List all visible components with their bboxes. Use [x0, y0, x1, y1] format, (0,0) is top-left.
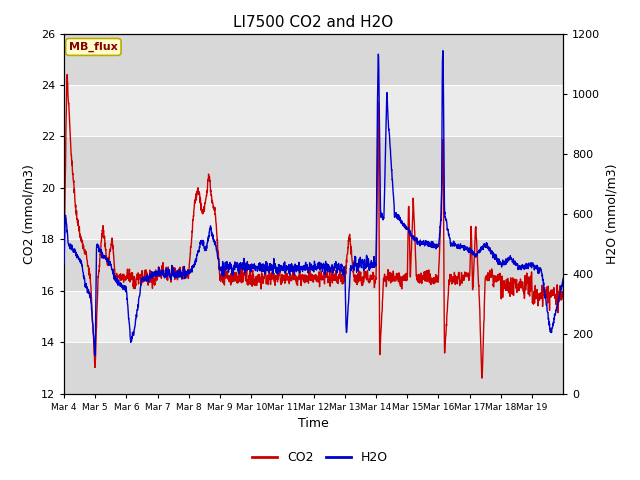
H2O — [492, 254, 500, 260]
CO2 — [464, 271, 472, 277]
CO2 — [344, 251, 351, 257]
Bar — [64, 188, 563, 240]
Y-axis label: CO2 (mmol/m3): CO2 (mmol/m3) — [22, 164, 35, 264]
Bar — [64, 34, 563, 85]
CO2 — [218, 271, 226, 277]
H2O — [559, 276, 567, 281]
CO2 — [60, 259, 68, 265]
H2O — [110, 276, 118, 282]
Line: CO2: CO2 — [64, 74, 563, 378]
H2O — [553, 306, 561, 312]
H2O — [344, 318, 351, 324]
CO2 — [478, 375, 486, 381]
H2O — [464, 245, 472, 251]
CO2 — [553, 296, 561, 301]
H2O — [91, 353, 99, 359]
Bar — [64, 240, 563, 291]
H2O — [439, 48, 447, 54]
Title: LI7500 CO2 and H2O: LI7500 CO2 and H2O — [234, 15, 394, 30]
CO2 — [63, 72, 71, 77]
H2O — [218, 267, 226, 273]
Legend: CO2, H2O: CO2, H2O — [247, 446, 393, 469]
Bar — [64, 85, 563, 136]
CO2 — [110, 260, 118, 266]
Line: H2O: H2O — [64, 51, 563, 356]
Y-axis label: H2O (mmol/m3): H2O (mmol/m3) — [606, 163, 619, 264]
X-axis label: Time: Time — [298, 417, 329, 430]
Bar — [64, 136, 563, 188]
Bar — [64, 291, 563, 342]
CO2 — [559, 288, 567, 294]
Text: MB_flux: MB_flux — [69, 42, 118, 52]
CO2 — [492, 275, 500, 280]
H2O — [60, 261, 68, 267]
Bar — [64, 342, 563, 394]
